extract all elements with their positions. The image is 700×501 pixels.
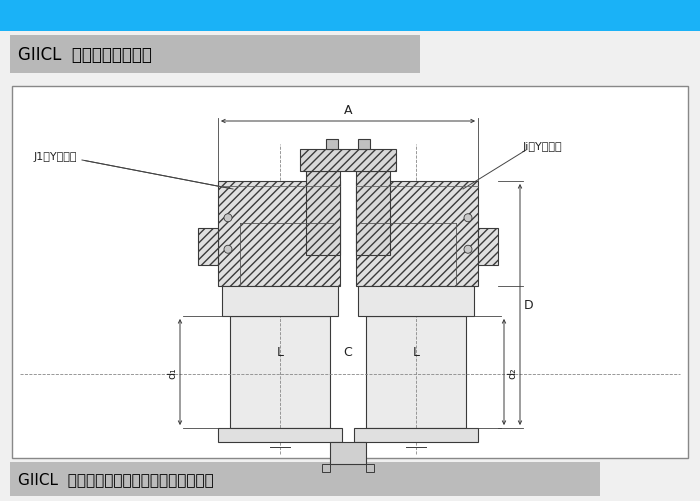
- Text: C: C: [344, 346, 352, 359]
- Bar: [326, 140, 338, 150]
- Bar: [300, 150, 396, 172]
- Bar: [366, 316, 466, 428]
- Circle shape: [224, 214, 232, 222]
- Bar: [330, 442, 366, 464]
- Text: D: D: [524, 299, 533, 312]
- Bar: [10, 36, 420, 74]
- Circle shape: [224, 246, 232, 254]
- Bar: [354, 428, 478, 442]
- Bar: [306, 172, 340, 255]
- Bar: [218, 428, 342, 442]
- Bar: [0, 0, 700, 32]
- Bar: [356, 182, 478, 287]
- Text: d₂: d₂: [507, 366, 517, 378]
- Bar: [358, 140, 370, 150]
- Bar: [322, 464, 330, 472]
- Bar: [12, 87, 688, 458]
- Bar: [198, 229, 218, 266]
- Text: GIICL  鼓形齿式联轴器基本参数与主要尺寸: GIICL 鼓形齿式联轴器基本参数与主要尺寸: [18, 471, 213, 486]
- Circle shape: [464, 246, 472, 254]
- Text: Ji，Y型轴孔: Ji，Y型轴孔: [523, 142, 563, 152]
- Bar: [10, 462, 600, 496]
- Bar: [358, 287, 474, 316]
- Bar: [356, 172, 390, 255]
- Text: A: A: [344, 104, 352, 117]
- Bar: [230, 316, 330, 428]
- Circle shape: [464, 214, 472, 222]
- Bar: [366, 464, 374, 472]
- Text: J1，Y型轴孔: J1，Y型轴孔: [34, 152, 78, 162]
- Bar: [478, 229, 498, 266]
- Bar: [218, 182, 340, 287]
- Text: d₁: d₁: [167, 366, 177, 378]
- Text: L: L: [412, 346, 419, 359]
- Text: GIICL  型鼓形齿式联轴器: GIICL 型鼓形齿式联轴器: [18, 46, 152, 64]
- Bar: [222, 287, 338, 316]
- Text: L: L: [276, 346, 284, 359]
